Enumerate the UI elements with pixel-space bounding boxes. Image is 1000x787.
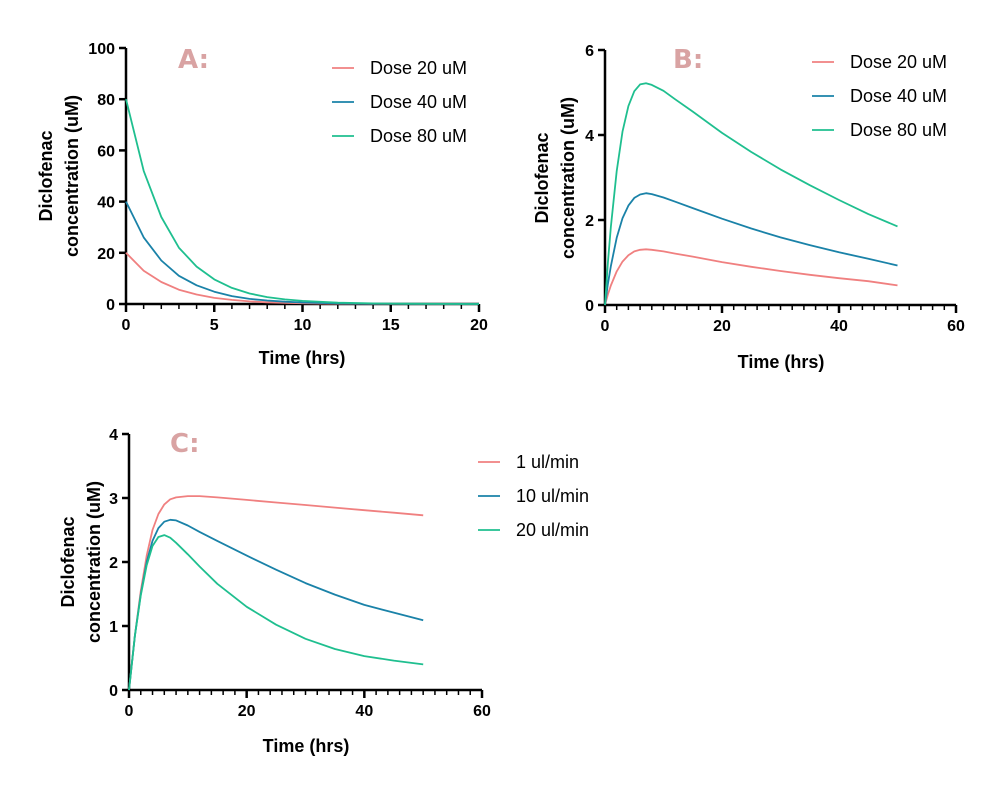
panel-label: B: <box>673 45 703 75</box>
y-tick-label: 20 <box>97 246 115 263</box>
chart-panel-1: A: 0 5 10 15 20 0 20 40 60 80 100 Time (hrs) Diclofen… <box>36 41 488 368</box>
x-tick-label: 20 <box>713 318 731 335</box>
legend: Dose 20 uM Dose 40 uM Dose 80 uM <box>812 52 947 140</box>
legend-label-3: Dose 80 uM <box>850 120 947 140</box>
series-line-3 <box>128 534 424 691</box>
series-line-2 <box>604 192 898 306</box>
panel-label: A: <box>178 45 209 75</box>
legend-label-1: 1 ul/min <box>516 452 579 472</box>
series-line-2 <box>125 201 480 305</box>
y-tick-label: 4 <box>109 427 118 444</box>
y-tick-label: 0 <box>106 297 115 314</box>
legend: 1 ul/min 10 ul/min 20 ul/min <box>478 452 589 540</box>
y-tick-label: 80 <box>97 92 115 109</box>
series-line-3 <box>604 82 898 306</box>
y-tick-label: 1 <box>109 619 118 636</box>
chart-panel-2: B: 0 20 40 60 0 2 4 6 Time (hrs) Diclofenac concent… <box>532 43 965 372</box>
x-tick-label: 10 <box>294 317 312 334</box>
y-axis-title-line-1: Diclofenac <box>36 130 56 221</box>
x-tick-label: 60 <box>473 703 491 720</box>
y-tick-label: 2 <box>585 213 594 230</box>
y-tick-label: 40 <box>97 195 115 212</box>
y-tick-label: 6 <box>585 43 594 60</box>
legend-label-1: Dose 20 uM <box>370 58 467 78</box>
y-tick-label: 60 <box>97 143 115 160</box>
series-line-1 <box>604 248 898 306</box>
x-tick-label: 0 <box>125 703 134 720</box>
x-tick-label: 15 <box>382 317 400 334</box>
y-axis-title-line-2: concentration (uM) <box>84 481 104 643</box>
y-tick-label: 0 <box>109 683 118 700</box>
legend-label-3: Dose 80 uM <box>370 126 467 146</box>
y-tick-label: 3 <box>109 491 118 508</box>
x-tick-label: 20 <box>238 703 256 720</box>
legend-label-1: Dose 20 uM <box>850 52 947 72</box>
y-axis-title-line-1: Diclofenac <box>58 516 78 607</box>
legend-label-2: Dose 40 uM <box>850 86 947 106</box>
x-tick-label: 40 <box>355 703 373 720</box>
series-line-1 <box>125 252 479 305</box>
x-tick-label: 5 <box>210 317 219 334</box>
y-tick-label: 2 <box>109 555 118 572</box>
x-tick-label: 20 <box>470 317 488 334</box>
series-line-1 <box>128 495 424 691</box>
legend-label-2: 10 ul/min <box>516 486 589 506</box>
x-axis-title: Time (hrs) <box>738 352 825 372</box>
series-line-3 <box>125 98 480 305</box>
legend: Dose 20 uM Dose 40 uM Dose 80 uM <box>332 58 467 146</box>
y-tick-label: 4 <box>585 128 594 145</box>
x-tick-label: 0 <box>601 318 610 335</box>
series-line-2 <box>128 518 424 691</box>
x-tick-label: 0 <box>122 317 131 334</box>
x-axis-title: Time (hrs) <box>259 348 346 368</box>
y-axis-title-line-2: concentration (uM) <box>62 95 82 257</box>
y-tick-label: 100 <box>88 41 115 58</box>
y-axis-title-line-2: concentration (uM) <box>558 97 578 259</box>
x-tick-label: 40 <box>830 318 848 335</box>
chart-panel-3: C: 0 20 40 60 0 1 2 3 4 Time (hrs) Diclofenac concen… <box>58 427 589 756</box>
x-tick-label: 60 <box>947 318 965 335</box>
legend-label-3: 20 ul/min <box>516 520 589 540</box>
y-tick-label: 0 <box>585 298 594 315</box>
legend-label-2: Dose 40 uM <box>370 92 467 112</box>
panel-label: C: <box>170 429 199 459</box>
x-axis-title: Time (hrs) <box>263 736 350 756</box>
y-axis-title-line-1: Diclofenac <box>532 132 552 223</box>
